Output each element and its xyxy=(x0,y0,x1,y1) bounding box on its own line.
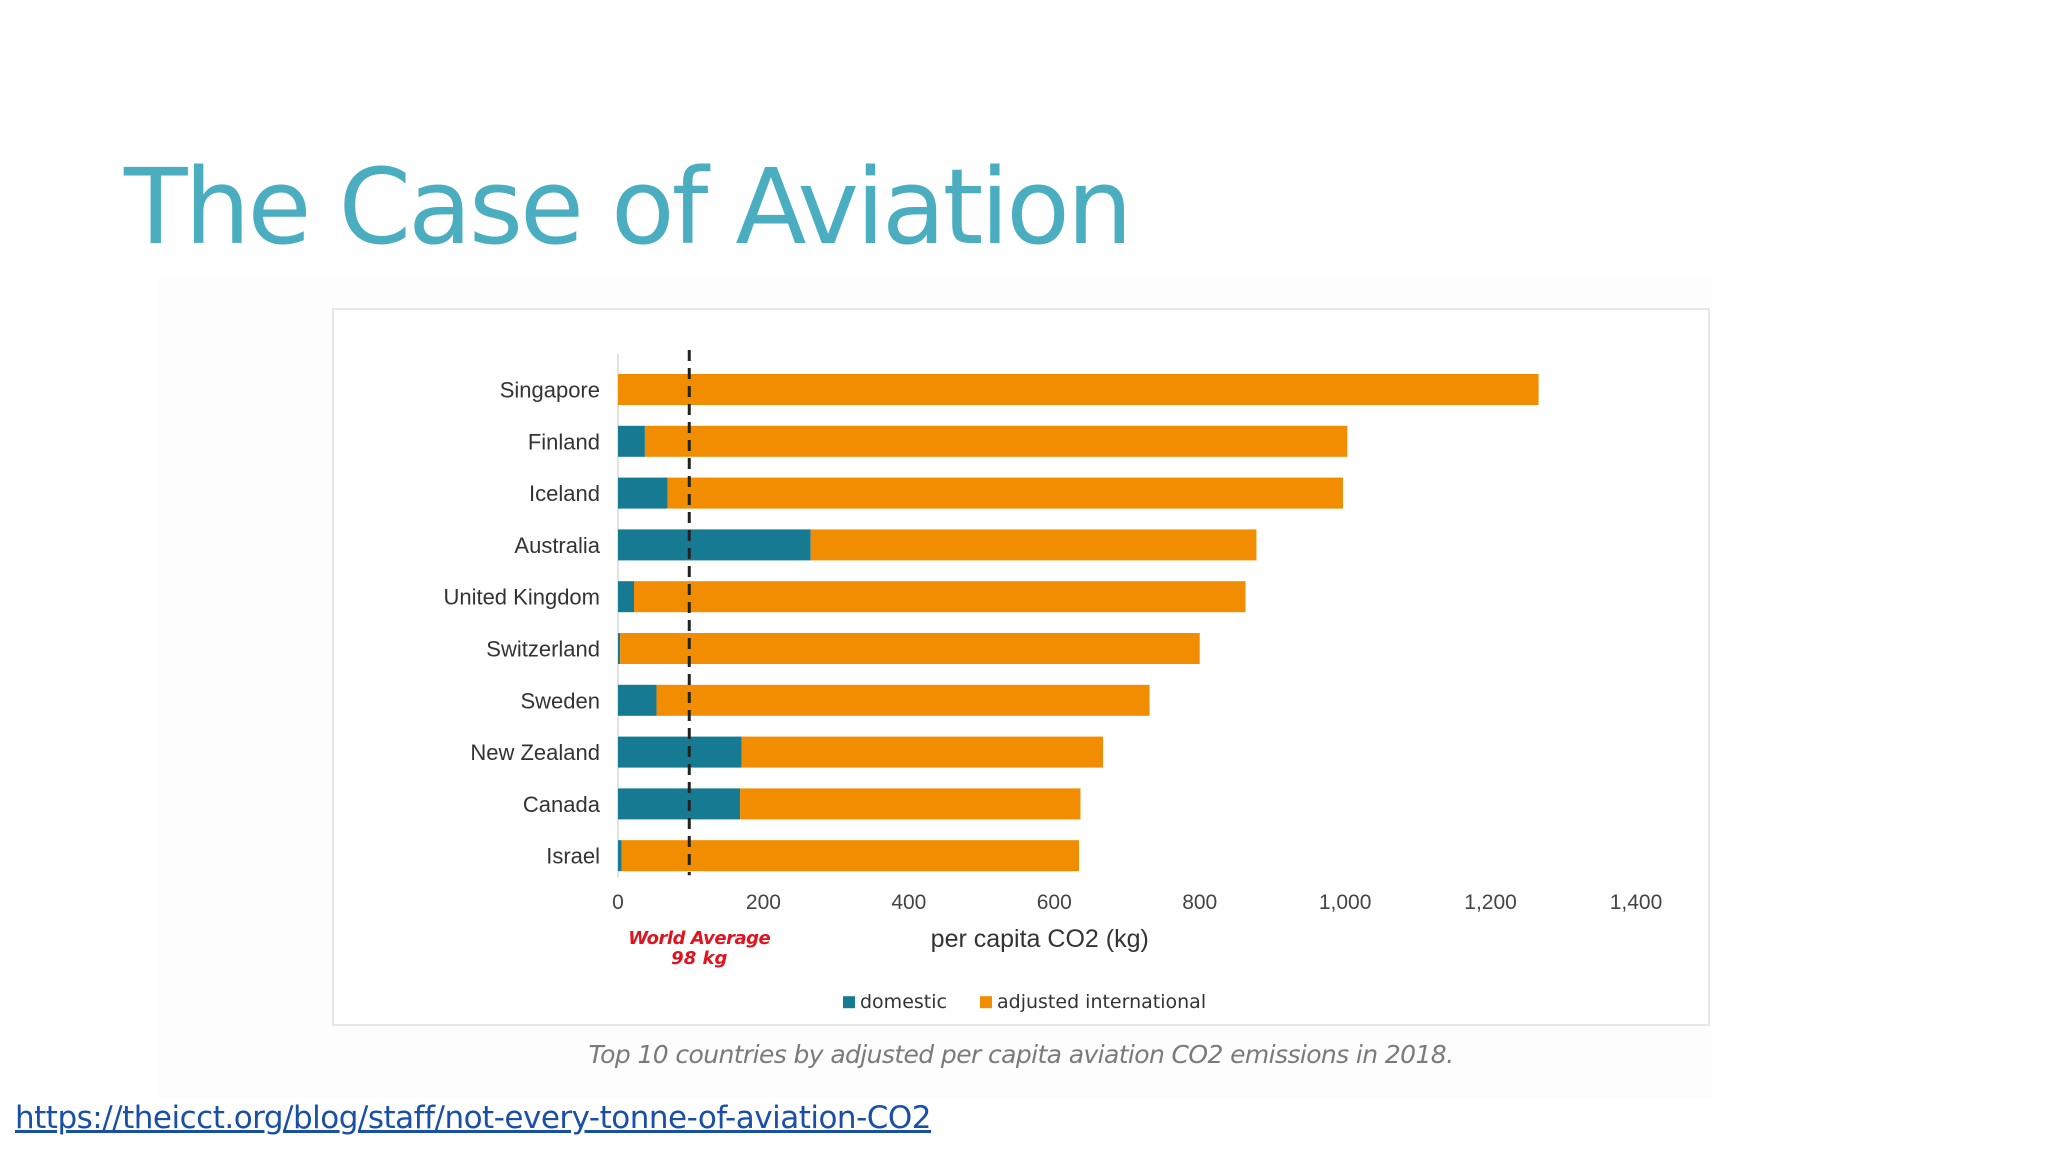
bar-international xyxy=(620,633,1200,664)
slide-title: The Case of Aviation xyxy=(124,146,1133,268)
x-tick-label: 1,400 xyxy=(1610,891,1663,914)
x-tick-label: 400 xyxy=(891,891,926,914)
bar-international xyxy=(656,684,1150,716)
bar-domestic xyxy=(618,788,741,820)
legend-swatch-international xyxy=(980,996,992,1009)
x-tick-label: 600 xyxy=(1037,891,1072,914)
x-tick-label: 0 xyxy=(612,891,624,914)
legend-label-domestic: domestic xyxy=(860,991,947,1013)
bar-domestic xyxy=(618,529,811,561)
category-label: Switzerland xyxy=(486,637,600,662)
category-label: Canada xyxy=(523,792,601,817)
bar-domestic xyxy=(618,477,668,509)
world-average-label: World Average xyxy=(628,928,770,949)
bar-international xyxy=(644,425,1348,457)
category-label: Iceland xyxy=(529,481,600,506)
category-label: United Kingdom xyxy=(443,585,600,610)
chart-caption: Top 10 countries by adjusted per capita … xyxy=(588,1040,1455,1069)
category-label: Finland xyxy=(528,429,600,454)
category-label: Israel xyxy=(546,844,600,869)
x-axis-title: per capita CO2 (kg) xyxy=(931,925,1149,953)
category-label: Singapore xyxy=(500,378,600,403)
bar-international xyxy=(667,477,1343,509)
bar-international xyxy=(810,529,1257,561)
bar-domestic xyxy=(618,684,657,716)
chart-frame: Singapore Finland Iceland Australia United K… xyxy=(332,308,1710,1026)
bar-domestic xyxy=(618,840,622,872)
x-tick-label: 200 xyxy=(746,891,781,914)
source-link[interactable]: https://theicct.org/blog/staff/not-every… xyxy=(15,1100,932,1136)
world-average-value: 98 kg xyxy=(671,948,727,969)
x-tick-label: 1,200 xyxy=(1464,891,1517,914)
bar-international xyxy=(618,374,1539,405)
legend-label-international: adjusted international xyxy=(997,991,1206,1013)
bar-domestic xyxy=(618,633,621,664)
x-tick-label: 800 xyxy=(1182,891,1217,914)
category-label: New Zealand xyxy=(470,740,600,765)
bar-international xyxy=(741,736,1104,768)
category-label: Sweden xyxy=(520,688,600,713)
legend-swatch-domestic xyxy=(843,996,855,1009)
bar-domestic xyxy=(618,425,645,457)
bar-international xyxy=(633,581,1246,613)
x-tick-label: 1,000 xyxy=(1319,891,1372,914)
bar-international xyxy=(740,788,1081,820)
bar-domestic xyxy=(618,736,742,768)
category-label: Australia xyxy=(514,533,600,558)
bar-chart: Singapore Finland Iceland Australia United K… xyxy=(443,350,1663,1013)
bar-international xyxy=(621,840,1080,872)
bar-domestic xyxy=(618,581,634,613)
